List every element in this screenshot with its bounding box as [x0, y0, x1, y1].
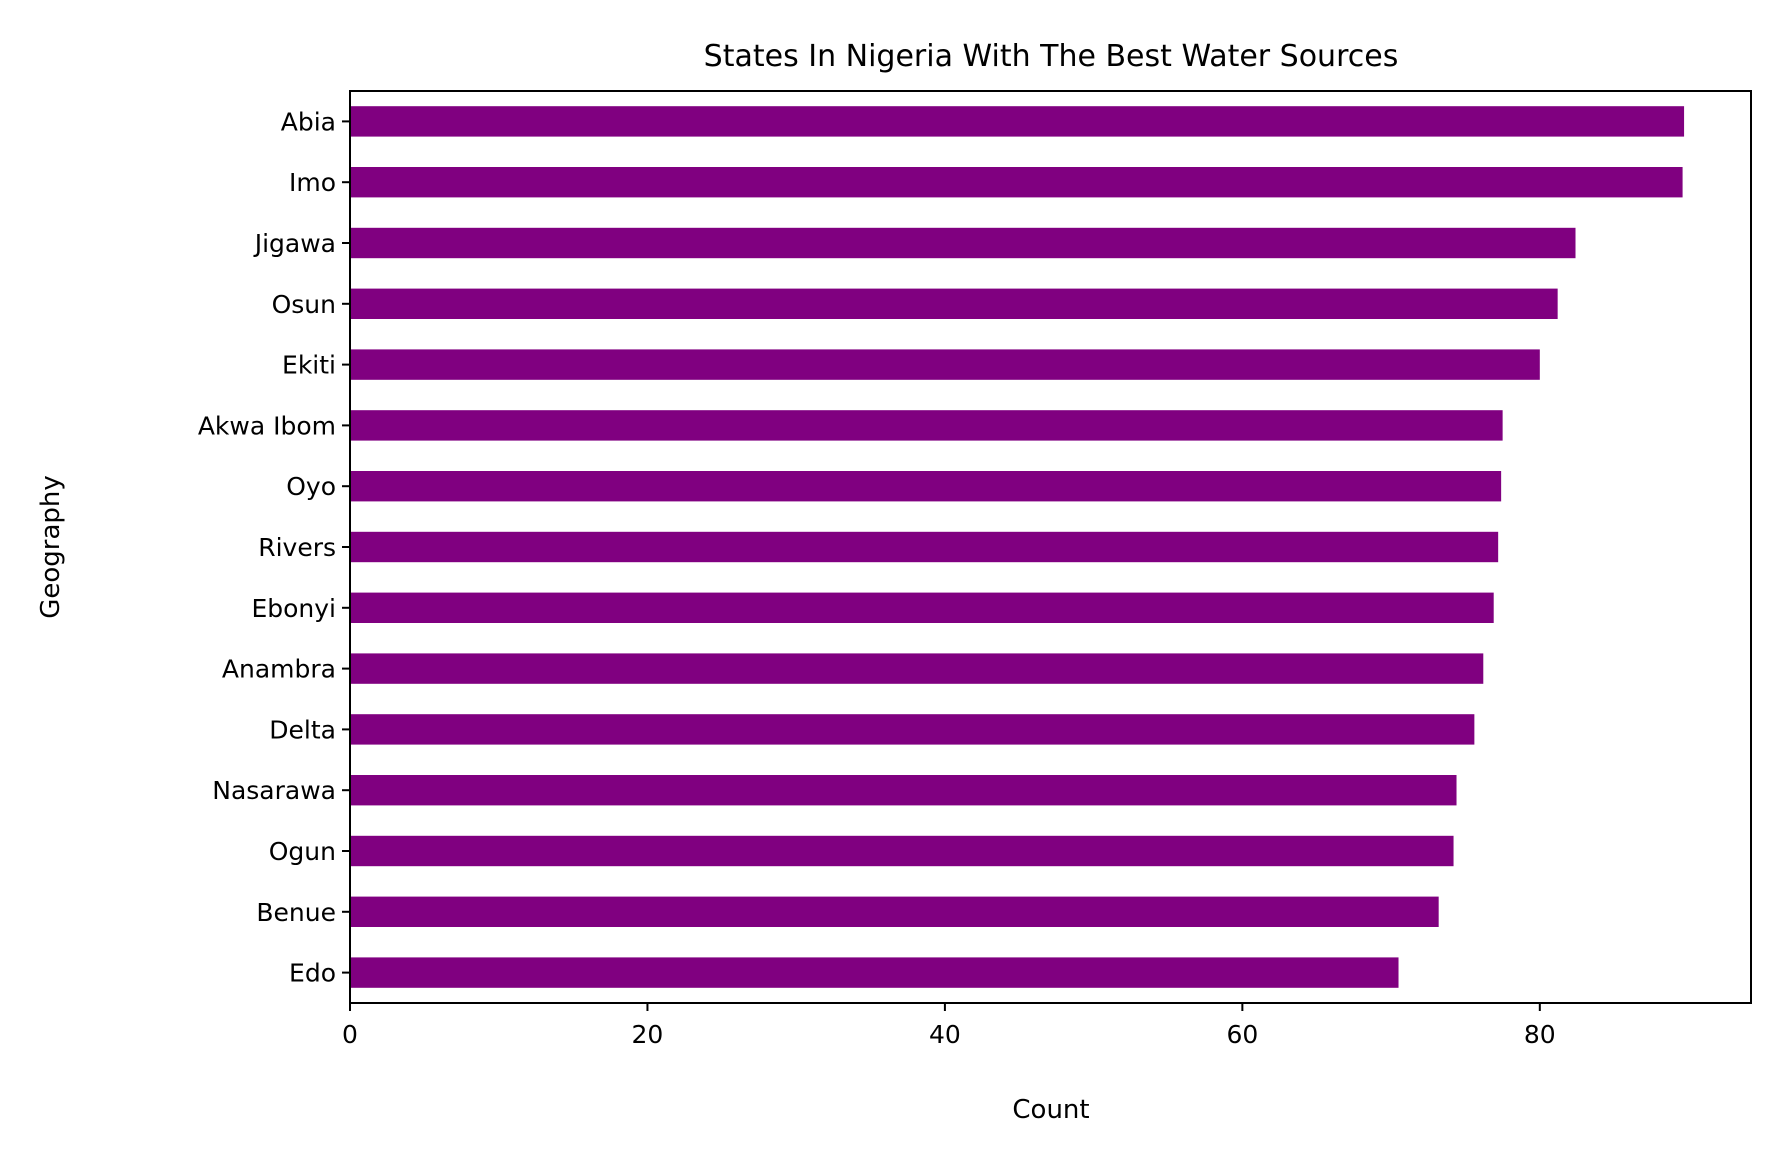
y-tick-label: Benue — [256, 898, 336, 927]
y-tick-label: Ekiti — [282, 351, 336, 380]
chart-title: States In Nigeria With The Best Water So… — [704, 39, 1399, 74]
y-tick-label: Ebonyi — [251, 594, 336, 623]
bar-ogun — [350, 835, 1454, 867]
bar-akwa-ibom — [350, 410, 1503, 441]
y-tick-label: Abia — [281, 107, 336, 136]
y-tick-label: Osun — [272, 290, 336, 319]
y-axis-label: Geography — [36, 475, 66, 619]
x-tick-label: 60 — [1226, 1020, 1258, 1049]
y-tick-label: Ogun — [269, 837, 336, 866]
y-tick-label: Rivers — [258, 533, 336, 562]
y-tick-label: Jigawa — [253, 229, 336, 258]
bar-jigawa — [350, 227, 1576, 259]
y-tick-label: Edo — [289, 959, 336, 988]
plot-area-frame — [349, 90, 1752, 1004]
bars-group — [350, 106, 1685, 988]
y-tick-label: Delta — [269, 715, 336, 744]
bar-edo — [350, 957, 1399, 988]
bar-oyo — [350, 471, 1502, 502]
x-tick-label: 80 — [1524, 1020, 1556, 1049]
y-tick-label: Anambra — [222, 655, 336, 684]
y-tick-label: Akwa Ibom — [198, 411, 336, 440]
bar-rivers — [350, 531, 1499, 563]
bar-ebonyi — [350, 592, 1494, 623]
y-axis-ticks: Abia Imo Jigawa Osun Ekiti Akwa Ibom Oyo Rivers… — [198, 107, 350, 988]
bar-anambra — [350, 653, 1484, 684]
bar-imo — [350, 167, 1683, 198]
bar-delta — [350, 714, 1475, 745]
y-tick-label: Oyo — [286, 472, 336, 501]
y-tick-label: Nasarawa — [212, 776, 336, 805]
x-axis-label: Count — [1012, 1095, 1089, 1125]
bar-osun — [350, 288, 1558, 319]
x-tick-label: 0 — [342, 1020, 358, 1049]
x-tick-label: 40 — [929, 1020, 961, 1049]
bar-ekiti — [350, 349, 1540, 380]
bar-abia — [350, 106, 1685, 137]
bar-nasarawa — [350, 775, 1457, 806]
x-tick-label: 20 — [632, 1020, 664, 1049]
y-tick-label: Imo — [289, 168, 336, 197]
x-axis-ticks: 0 20 40 60 80 — [342, 1003, 1556, 1049]
bar-benue — [350, 896, 1439, 927]
